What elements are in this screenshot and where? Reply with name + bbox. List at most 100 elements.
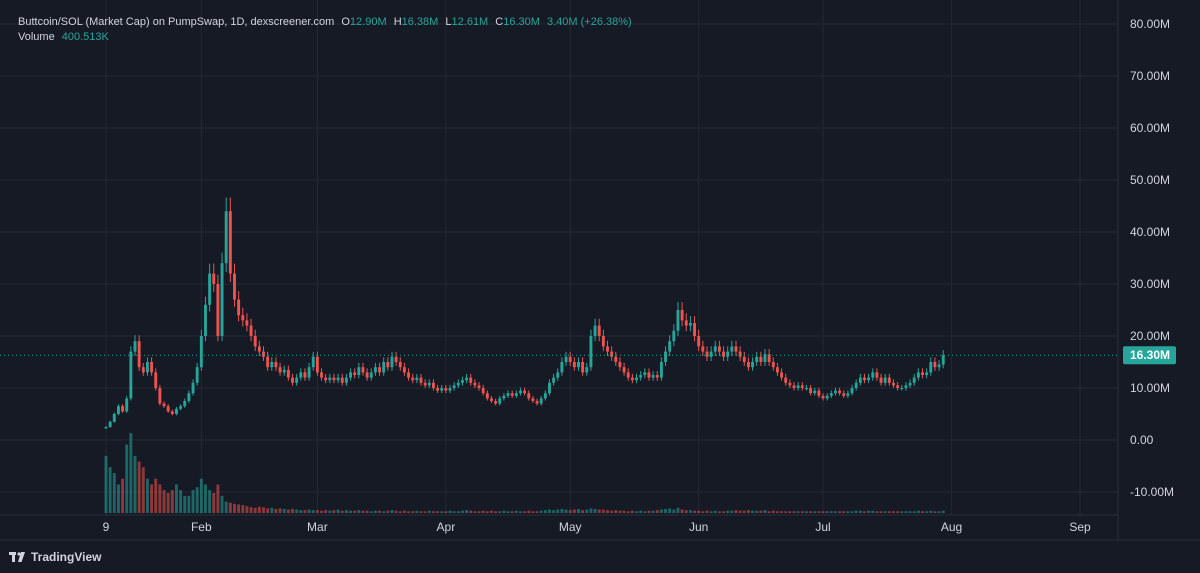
y-tick-label: -10.00M (1130, 485, 1174, 499)
y-tick-label: 30.00M (1130, 277, 1170, 291)
volume-bar (286, 509, 290, 513)
candle-body (780, 372, 784, 378)
volume-bar (850, 511, 854, 513)
candle-body (481, 388, 485, 394)
candle-body (937, 364, 941, 368)
candle-body (506, 393, 510, 396)
candle-body (125, 398, 129, 412)
volume-bar (427, 510, 431, 513)
candle-body (630, 377, 634, 381)
volume-bar (577, 509, 580, 513)
volume-bar (195, 487, 199, 513)
volume-bar (121, 478, 125, 513)
candle-body (112, 414, 116, 422)
candle-body (908, 382, 912, 386)
legend-open-label: O (341, 16, 350, 28)
price-axis[interactable]: 80.00M 70.00M 60.00M 50.00M 40.00M 30.00M 20.0… (1130, 17, 1174, 499)
candle-body (162, 403, 166, 407)
volume-bar (925, 511, 929, 513)
volume-bar (490, 510, 493, 513)
candle-body (788, 382, 792, 386)
volume-bar (237, 504, 241, 513)
candle-body (245, 320, 249, 326)
candle-body (344, 377, 348, 383)
volume-bar (494, 511, 498, 513)
volume-bar (141, 467, 145, 513)
candle-body (191, 382, 195, 394)
volume-bar (929, 510, 933, 513)
candle-body (568, 356, 572, 362)
candle-body (485, 393, 489, 399)
volume-bar (883, 511, 887, 513)
volume-bar (332, 510, 336, 513)
candle-body (295, 377, 299, 383)
candle-body (883, 377, 887, 383)
legend-symbol[interactable]: Buttcoin/SOL (Market Cap) on PumpSwap, 1… (18, 16, 335, 28)
volume-bar (228, 502, 232, 513)
candle-body (514, 393, 518, 396)
candle-body (237, 299, 241, 316)
volume-bar (742, 510, 746, 513)
volume-bar (353, 510, 357, 513)
candle-body (390, 356, 394, 368)
candle-body (904, 385, 908, 388)
volume-bar (635, 511, 638, 513)
volume-bar (253, 507, 257, 513)
volume-bar (514, 510, 518, 513)
candle-body (460, 380, 464, 383)
candle-body (336, 377, 340, 381)
volume-bar (204, 484, 207, 513)
volume-bar (212, 493, 216, 513)
volume-bar (763, 510, 767, 513)
x-tick-label: Aug (941, 520, 962, 534)
volume-bar (340, 510, 344, 513)
volume-bar (216, 484, 220, 513)
volume-bar (867, 510, 871, 513)
candle-body (817, 390, 821, 396)
volume-bar (759, 510, 763, 513)
tradingview-logo-icon (9, 552, 25, 562)
volume-bar (291, 509, 294, 513)
chart-legend: Buttcoin/SOL (Market Cap) on PumpSwap, 1… (18, 15, 632, 45)
volume-bar (170, 490, 174, 513)
candle-body (759, 356, 763, 362)
volume-bar (751, 510, 755, 513)
volume-bar (643, 511, 647, 513)
tradingview-branding[interactable]: TradingView (9, 548, 101, 566)
candle-body (286, 369, 290, 378)
candle-body (800, 385, 804, 388)
volume-bar (875, 511, 879, 513)
time-axis[interactable]: 9 Feb Mar Apr May Jun Jul Aug Sep (103, 520, 1091, 534)
last-price-label: 16.30M (1130, 348, 1170, 362)
candle-body (353, 372, 357, 375)
candle-body (340, 377, 344, 383)
volume-bar (278, 508, 282, 513)
volume-bar (871, 510, 875, 513)
volume-bar (892, 511, 895, 513)
candle-body (179, 406, 183, 409)
candle-body (875, 372, 879, 378)
candle-body (369, 372, 373, 378)
candle-body (299, 372, 303, 378)
volume-bar (262, 507, 265, 513)
candle-body (444, 388, 448, 391)
last-price-badge-bg (1123, 346, 1176, 365)
candle-body (282, 369, 286, 373)
candle-body (784, 377, 788, 383)
volume-bar (630, 510, 634, 513)
volume-bar (187, 495, 191, 513)
legend-volume-label[interactable]: Volume (18, 31, 55, 43)
candle-body (398, 362, 402, 368)
volume-bar (465, 510, 469, 513)
volume-bar (680, 509, 684, 513)
candle-body (668, 341, 672, 352)
volume-bar (589, 508, 593, 513)
candle-body (332, 377, 336, 381)
candle-body (386, 362, 390, 368)
volume-bar (738, 510, 742, 513)
legend-low-value: 12.61M (451, 16, 489, 28)
volume-bar (821, 511, 825, 513)
candle-body (775, 367, 779, 373)
volume-bar (162, 490, 166, 513)
